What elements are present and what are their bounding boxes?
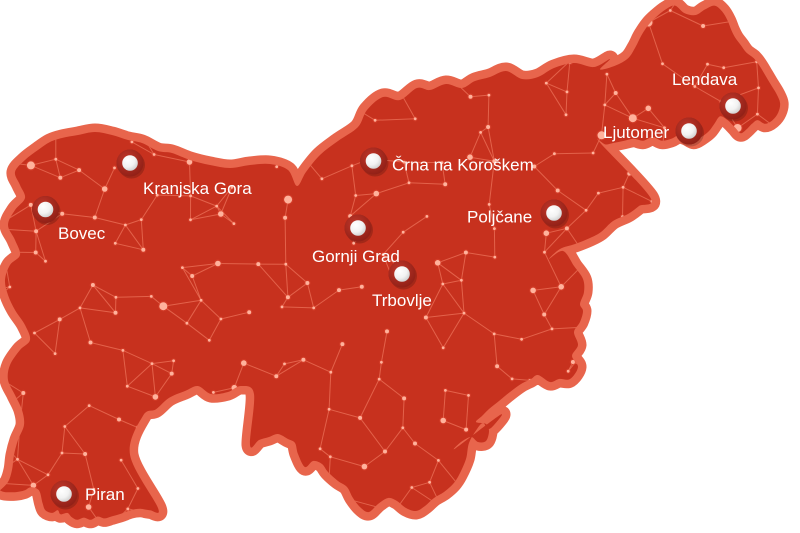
svg-text:Kranjska Gora: Kranjska Gora [143, 179, 252, 198]
svg-text:Piran: Piran [85, 485, 125, 504]
svg-text:Ljutomer: Ljutomer [603, 123, 669, 142]
svg-text:Lendava: Lendava [672, 70, 738, 89]
svg-text:Gornji Grad: Gornji Grad [312, 247, 400, 266]
svg-text:Črna na Koroškem: Črna na Koroškem [392, 156, 534, 175]
svg-text:Trbovlje: Trbovlje [372, 291, 432, 310]
svg-text:Poljčane: Poljčane [467, 207, 532, 226]
svg-text:Bovec: Bovec [58, 224, 106, 243]
